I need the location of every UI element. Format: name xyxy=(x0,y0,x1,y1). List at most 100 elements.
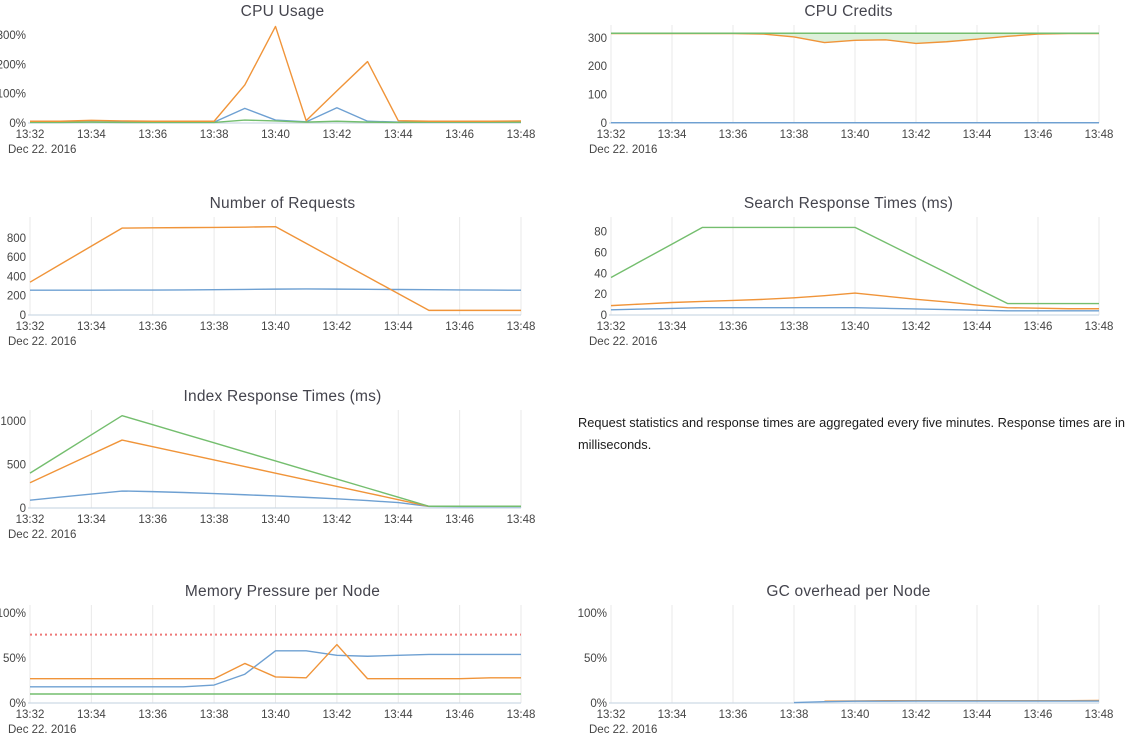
chart-index-response-times: Index Response Times (ms) 0 500 1000 13:32 1… xyxy=(0,385,565,545)
svg-text:13:46: 13:46 xyxy=(1024,321,1053,333)
svg-text:100: 100 xyxy=(588,90,607,102)
svg-text:13:38: 13:38 xyxy=(780,129,809,141)
svg-text:13:40: 13:40 xyxy=(841,709,870,721)
svg-text:13:40: 13:40 xyxy=(261,709,290,721)
svg-text:13:44: 13:44 xyxy=(384,321,413,333)
svg-text:13:48: 13:48 xyxy=(1085,321,1114,333)
svg-text:0: 0 xyxy=(20,310,26,322)
cpu-credits-plot: 0 100 200 300 13:32 13:34 13:36 13:38 13:40 13:42… xyxy=(588,25,1114,156)
svg-text:0%: 0% xyxy=(9,698,26,710)
svg-text:13:34: 13:34 xyxy=(658,709,687,721)
number-of-requests-plot: 0 200 400 600 800 13:32 13:34 13:36 13:38 13:40 13… xyxy=(7,217,536,348)
svg-text:13:44: 13:44 xyxy=(384,709,413,721)
svg-text:0%: 0% xyxy=(590,698,607,710)
svg-text:13:38: 13:38 xyxy=(200,129,229,141)
aggregation-note: Request statistics and response times ar… xyxy=(566,385,1131,545)
svg-text:13:40: 13:40 xyxy=(841,129,870,141)
svg-text:13:42: 13:42 xyxy=(902,129,931,141)
svg-text:100%: 100% xyxy=(0,608,26,620)
svg-text:13:44: 13:44 xyxy=(963,321,992,333)
svg-text:800: 800 xyxy=(7,233,26,245)
svg-text:13:40: 13:40 xyxy=(841,321,870,333)
svg-text:13:36: 13:36 xyxy=(138,129,167,141)
svg-text:200%: 200% xyxy=(0,59,26,71)
svg-text:50%: 50% xyxy=(3,653,26,665)
chart-title-number-of-requests: Number of Requests xyxy=(209,195,356,212)
chart-title-search-response-times: Search Response Times (ms) xyxy=(743,195,954,212)
aggregation-note-text: Request statistics and response times ar… xyxy=(578,415,1125,452)
svg-text:13:44: 13:44 xyxy=(963,709,992,721)
svg-text:13:38: 13:38 xyxy=(780,709,809,721)
svg-text:13:46: 13:46 xyxy=(1024,129,1053,141)
svg-text:13:40: 13:40 xyxy=(261,321,290,333)
svg-text:13:34: 13:34 xyxy=(77,709,106,721)
svg-text:13:44: 13:44 xyxy=(384,514,413,526)
svg-text:13:48: 13:48 xyxy=(1085,129,1114,141)
svg-text:13:36: 13:36 xyxy=(138,709,167,721)
svg-text:500: 500 xyxy=(7,459,26,471)
svg-text:13:42: 13:42 xyxy=(322,514,351,526)
svg-text:13:32: 13:32 xyxy=(16,129,45,141)
svg-text:200: 200 xyxy=(7,291,26,303)
chart-search-response-times: Search Response Times (ms) 0 20 40 60 80 13:3… xyxy=(566,192,1131,352)
chart-title-gc-overhead: GC overhead per Node xyxy=(766,583,931,600)
svg-text:13:42: 13:42 xyxy=(902,321,931,333)
svg-text:20: 20 xyxy=(594,289,607,301)
cpu-usage-plot: 0% 100% 200% 300% 13:32 13:34 13:36 13:38 13:40 1… xyxy=(0,25,536,156)
svg-text:13:36: 13:36 xyxy=(719,709,748,721)
svg-text:13:48: 13:48 xyxy=(1085,709,1114,721)
svg-text:13:34: 13:34 xyxy=(658,321,687,333)
svg-text:13:32: 13:32 xyxy=(16,709,45,721)
svg-text:13:32: 13:32 xyxy=(597,129,626,141)
svg-text:50%: 50% xyxy=(584,653,607,665)
svg-text:13:48: 13:48 xyxy=(507,514,536,526)
svg-text:13:38: 13:38 xyxy=(200,514,229,526)
chart-title-cpu-credits: CPU Credits xyxy=(804,3,893,20)
svg-text:13:44: 13:44 xyxy=(384,129,413,141)
svg-text:13:34: 13:34 xyxy=(77,321,106,333)
svg-text:Dec 22. 2016: Dec 22. 2016 xyxy=(8,336,76,348)
chart-title-index-response-times: Index Response Times (ms) xyxy=(183,388,382,405)
svg-text:13:46: 13:46 xyxy=(445,321,474,333)
svg-text:Dec 22. 2016: Dec 22. 2016 xyxy=(589,144,657,156)
svg-text:40: 40 xyxy=(594,268,607,280)
svg-text:13:46: 13:46 xyxy=(445,514,474,526)
svg-text:13:32: 13:32 xyxy=(597,709,626,721)
svg-text:13:46: 13:46 xyxy=(445,709,474,721)
chart-cpu-credits: CPU Credits 0 100 200 300 13:32 13:34 13:36 13:… xyxy=(566,0,1131,160)
svg-text:300: 300 xyxy=(588,33,607,45)
chart-memory-pressure: Memory Pressure per Node 0% 50% 100% 13:32 1… xyxy=(0,580,565,740)
svg-text:13:42: 13:42 xyxy=(322,321,351,333)
svg-text:Dec 22. 2016: Dec 22. 2016 xyxy=(8,529,76,541)
svg-text:13:48: 13:48 xyxy=(507,709,536,721)
chart-cpu-usage: CPU Usage 0% 100% 200% 300% 13:32 13:34 13:36 1… xyxy=(0,0,565,160)
search-response-times-plot: 0 20 40 60 80 13:32 13:34 13:36 13:38 13:40 13:42 1… xyxy=(589,217,1114,348)
svg-text:13:42: 13:42 xyxy=(322,709,351,721)
chart-title-cpu-usage: CPU Usage xyxy=(240,3,325,20)
svg-text:Dec 22. 2016: Dec 22. 2016 xyxy=(589,724,657,736)
svg-text:13:36: 13:36 xyxy=(719,129,748,141)
svg-text:13:38: 13:38 xyxy=(780,321,809,333)
svg-text:13:36: 13:36 xyxy=(138,321,167,333)
svg-text:Dec 22. 2016: Dec 22. 2016 xyxy=(589,336,657,348)
index-response-times-plot: 0 500 1000 13:32 13:34 13:36 13:38 13:40 13:42 13… xyxy=(0,410,536,541)
svg-text:13:42: 13:42 xyxy=(322,129,351,141)
svg-text:80: 80 xyxy=(594,227,607,239)
svg-text:100%: 100% xyxy=(578,608,607,620)
svg-text:13:40: 13:40 xyxy=(261,514,290,526)
svg-text:13:48: 13:48 xyxy=(507,321,536,333)
svg-text:13:38: 13:38 xyxy=(200,321,229,333)
svg-text:13:48: 13:48 xyxy=(507,129,536,141)
svg-text:400: 400 xyxy=(7,271,26,283)
svg-text:Dec 22. 2016: Dec 22. 2016 xyxy=(8,724,76,736)
svg-text:600: 600 xyxy=(7,252,26,264)
gc-overhead-plot: 0% 50% 100% 13:32 13:34 13:36 13:38 13:40 13:42 1… xyxy=(578,605,1114,736)
svg-text:0: 0 xyxy=(601,118,607,130)
svg-text:1000: 1000 xyxy=(0,416,26,428)
svg-text:13:44: 13:44 xyxy=(963,129,992,141)
svg-text:13:40: 13:40 xyxy=(261,129,290,141)
svg-text:13:34: 13:34 xyxy=(658,129,687,141)
svg-text:300%: 300% xyxy=(0,30,26,42)
svg-text:0: 0 xyxy=(601,310,607,322)
